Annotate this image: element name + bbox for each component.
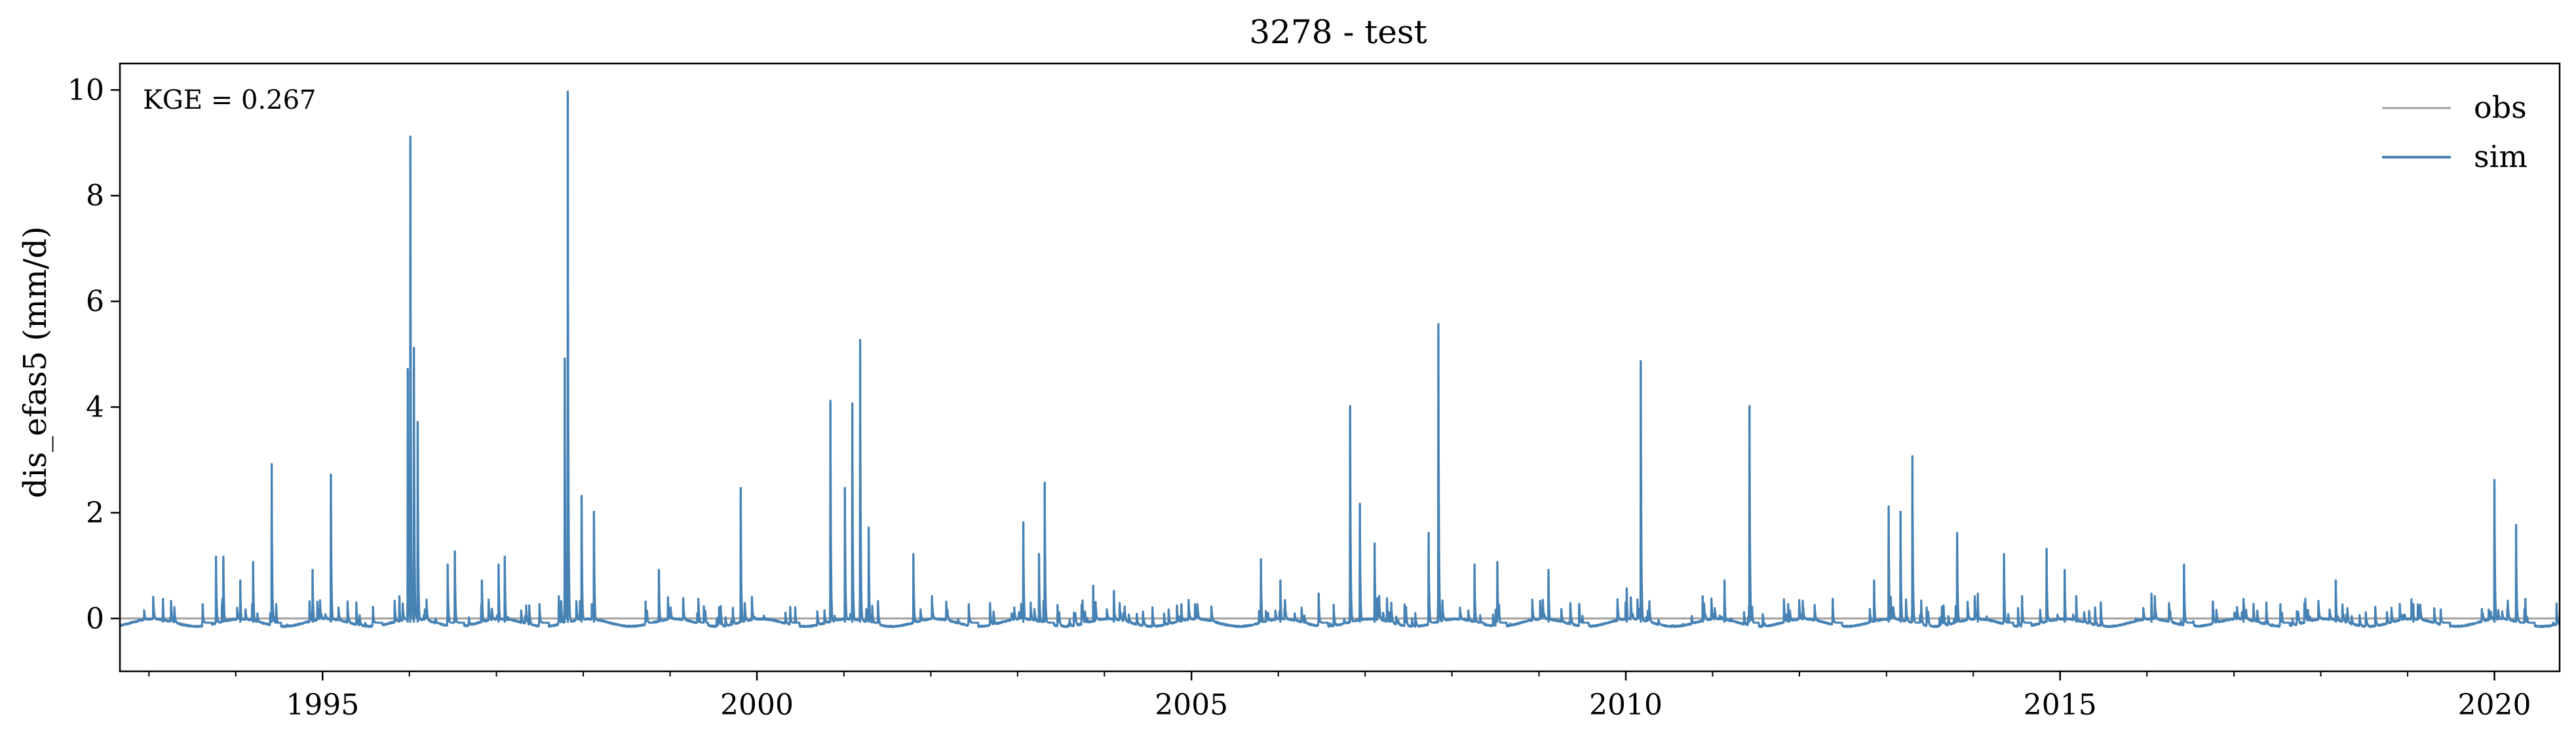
plot-frame xyxy=(119,62,2561,673)
legend-obs-label: obs xyxy=(2474,90,2527,125)
y-axis-label: dis_efas5 (mm/d) xyxy=(17,226,54,498)
y-axis: 0 2 4 6 8 10 xyxy=(67,73,120,635)
y-tick-label-2: 4 xyxy=(86,391,104,424)
y-tick-label-1: 2 xyxy=(86,496,104,530)
kge-annotation: KGE = 0.267 xyxy=(143,85,317,115)
x-tick-label-2: 2005 xyxy=(1155,688,1228,722)
x-tick-label-5: 2020 xyxy=(2458,688,2531,722)
x-tick-label-1: 2000 xyxy=(720,688,794,722)
x-axis: 1995 2000 2005 2010 2015 2020 xyxy=(148,671,2531,722)
chart-title: 3278 - test xyxy=(1249,13,1427,51)
x-tick-label-0: 1995 xyxy=(286,688,359,722)
y-tick-label-4: 8 xyxy=(86,179,104,213)
y-tick-label-5: 10 xyxy=(67,73,104,107)
legend-sim-label: sim xyxy=(2474,139,2528,174)
x-tick-label-3: 2010 xyxy=(1589,688,1663,722)
y-tick-label-0: 0 xyxy=(86,602,104,635)
legend: obs sim xyxy=(2382,90,2528,174)
y-tick-label-3: 6 xyxy=(86,285,104,318)
x-tick-label-4: 2015 xyxy=(2024,688,2097,722)
sim-line xyxy=(120,90,2560,629)
plot-area xyxy=(120,90,2560,629)
sim-series xyxy=(120,90,2560,629)
